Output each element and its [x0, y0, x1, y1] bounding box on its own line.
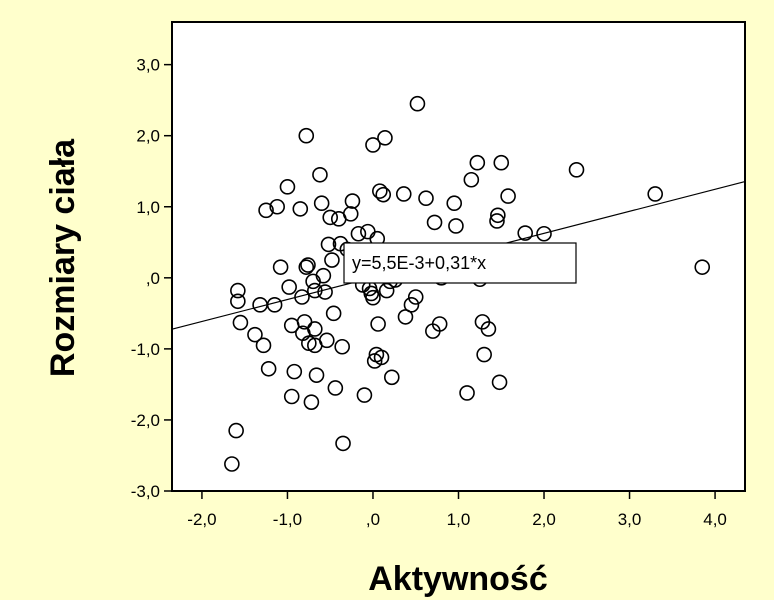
y-tick-label: -2,0: [131, 411, 160, 430]
data-point: [397, 309, 414, 325]
data-point: [315, 267, 332, 284]
y-tick-label: 2,0: [136, 127, 160, 146]
data-point: [536, 225, 552, 242]
y-tick-label: ,0: [146, 269, 160, 288]
data-point: [286, 363, 303, 380]
data-point: [356, 387, 373, 403]
data-point: [403, 297, 420, 313]
data-point: [370, 316, 386, 332]
data-point: [283, 388, 300, 405]
data-points: [224, 95, 711, 472]
data-point: [377, 130, 393, 146]
data-point: [258, 202, 274, 219]
y-axis: -3,0 -2,0 -1,0 ,0 1,0 2,0 3,0: [131, 56, 172, 501]
data-point: [375, 186, 392, 203]
y-tick-label: -3,0: [131, 482, 160, 501]
equation-label: y=5,5E-3+0,31*x: [352, 253, 486, 273]
data-point: [320, 236, 337, 253]
data-point: [307, 321, 323, 337]
data-point: [431, 316, 448, 332]
x-tick-label: 3,0: [618, 510, 642, 529]
data-point: [228, 422, 244, 439]
data-point: [312, 166, 328, 183]
x-tick-label: -1,0: [273, 510, 302, 529]
data-point: [298, 259, 315, 275]
data-point: [480, 321, 497, 337]
data-point: [448, 218, 464, 234]
x-tick-label: 4,0: [703, 510, 727, 529]
data-point: [378, 282, 395, 299]
data-point: [365, 289, 381, 306]
x-tick-label: 1,0: [447, 510, 471, 529]
data-point: [313, 195, 330, 212]
data-point: [459, 385, 475, 401]
data-point: [322, 209, 339, 226]
data-point: [372, 183, 388, 199]
data-point: [463, 171, 480, 188]
data-point: [224, 456, 240, 472]
data-point: [344, 193, 361, 209]
data-point: [395, 186, 412, 202]
data-point: [407, 289, 424, 305]
y-axis-title: Rozmiary ciała: [44, 138, 82, 377]
regression-equation-box: y=5,5E-3+0,31*x: [343, 242, 577, 284]
data-point: [247, 326, 263, 343]
data-point: [647, 186, 664, 202]
data-point: [232, 314, 249, 331]
data-point: [303, 394, 320, 410]
data-point: [230, 293, 246, 310]
data-point: [517, 225, 534, 241]
data-point: [568, 162, 585, 178]
data-point: [491, 374, 508, 391]
data-point: [272, 259, 289, 275]
data-point: [255, 337, 272, 354]
data-point: [500, 188, 516, 204]
data-point: [281, 279, 297, 295]
data-point: [694, 259, 711, 275]
data-point: [334, 338, 350, 355]
data-point: [446, 195, 463, 212]
data-point: [279, 179, 296, 195]
data-point: [493, 154, 510, 171]
data-point: [296, 314, 313, 330]
data-point: [335, 435, 351, 452]
data-point: [327, 380, 344, 396]
data-point: [308, 367, 325, 383]
data-point: [318, 332, 335, 349]
data-point: [409, 95, 426, 112]
data-point: [292, 201, 309, 217]
equation-box-frame: [343, 242, 577, 284]
data-point: [383, 369, 400, 386]
data-point: [324, 252, 340, 268]
data-point: [325, 305, 342, 322]
data-point: [476, 346, 492, 363]
data-point: [342, 206, 359, 222]
y-tick-label: 3,0: [136, 56, 160, 75]
data-point: [260, 360, 277, 377]
y-tick-label: 1,0: [136, 198, 160, 217]
data-point: [350, 225, 367, 242]
data-point: [490, 207, 506, 224]
data-point: [298, 127, 315, 144]
data-point: [469, 154, 486, 171]
data-point: [230, 282, 246, 299]
x-tick-label: ,0: [366, 510, 380, 529]
data-point: [418, 190, 434, 207]
x-tick-label: 2,0: [532, 510, 556, 529]
x-axis-title: Aktywność: [368, 560, 548, 598]
data-point: [269, 198, 285, 215]
x-axis: -2,0 -1,0 ,0 1,0 2,0 3,0 4,0: [187, 491, 727, 529]
data-point: [365, 137, 381, 153]
data-point: [426, 214, 443, 231]
y-tick-label: -1,0: [131, 340, 160, 359]
data-point: [300, 257, 316, 273]
data-point: [489, 213, 505, 229]
x-tick-label: -2,0: [187, 510, 216, 529]
data-point: [373, 349, 390, 366]
